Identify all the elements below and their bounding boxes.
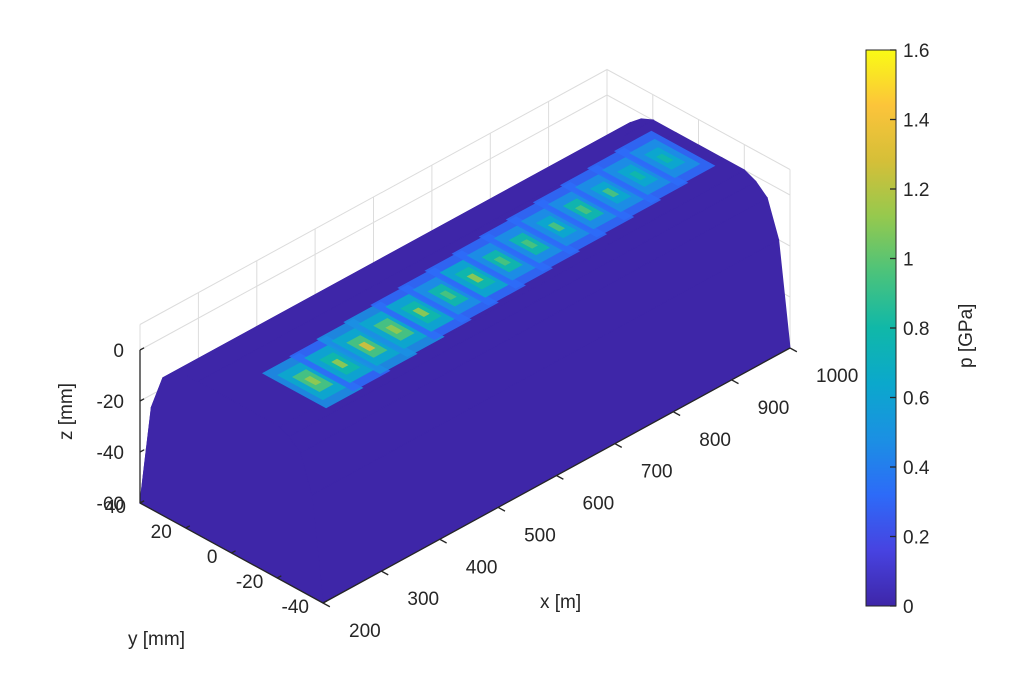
x-tick-mark [614, 443, 623, 448]
colorbar-tick-label: 0 [903, 597, 914, 618]
colorbar-tick-label: 1.6 [903, 41, 929, 62]
pressure-patch [466, 273, 484, 283]
z-tick-label: -40 [97, 443, 124, 464]
x-tick-label: 1000 [816, 366, 858, 387]
z-tick-mark [139, 449, 145, 453]
x-tick-label: 600 [583, 494, 615, 515]
pressure-patch [629, 170, 647, 181]
pressure-patch [331, 358, 349, 369]
colorbar-tick-label: 0.8 [903, 319, 929, 340]
pressure-patch [358, 341, 376, 352]
z-tick-label: 0 [113, 341, 124, 362]
pressure-patch [574, 205, 593, 215]
tick-labels: 2003004005006007008009001000-40-2002040-… [97, 341, 859, 642]
x-tick-mark [381, 570, 389, 576]
y-tick-label: 40 [105, 497, 126, 518]
colorbar-tick-label: 1.2 [903, 180, 929, 201]
x-tick-label: 900 [758, 398, 790, 419]
colorbar-label: p [GPa] [956, 304, 977, 368]
z-tick-mark [139, 347, 145, 351]
x-tick-mark [556, 474, 564, 480]
x-tick-label: 300 [407, 589, 439, 610]
y-tick-mark [276, 575, 282, 579]
pressure-patch [601, 187, 620, 198]
rail-surface [139, 118, 791, 604]
colorbar-tick-label: 1 [903, 250, 914, 271]
pressure-patches [262, 130, 716, 409]
x-tick-mark [439, 538, 447, 544]
y-tick-mark [322, 600, 328, 604]
x-tick-mark [731, 379, 739, 385]
colorbar-tick-label: 0.4 [903, 458, 930, 479]
pressure-patch [412, 307, 430, 317]
x-tick-mark [672, 411, 681, 417]
z-axis-label: z [mm] [56, 383, 77, 440]
x-tick-label: 500 [524, 525, 556, 546]
x-tick-mark [497, 506, 506, 512]
pressure-patch [439, 290, 457, 300]
pressure-patch [520, 239, 538, 249]
x-tick-mark [789, 347, 798, 353]
pressure-patch [385, 324, 403, 335]
z-tick-mark [139, 398, 145, 402]
z-tick-mark [139, 500, 145, 504]
pressure-patch [304, 375, 322, 386]
surface-front-edge [139, 373, 324, 604]
x-tick-mark [322, 602, 331, 608]
z-tick-label: -60 [97, 494, 124, 515]
y-tick-label: -40 [282, 597, 309, 618]
x-tick-label: 200 [349, 621, 381, 642]
pressure-patch [493, 256, 511, 266]
y-tick-mark [231, 550, 236, 554]
y-tick-label: 20 [151, 522, 172, 543]
x-axis-label: x [m] [540, 592, 581, 613]
x-tick-label: 700 [641, 462, 673, 483]
y-tick-mark [185, 525, 191, 529]
colorbar-tick-label: 0.2 [903, 528, 929, 549]
pressure-patch [547, 222, 566, 232]
x-tick-label: 400 [466, 557, 498, 578]
y-tick-label: -20 [236, 572, 263, 593]
pressure-patch [656, 153, 674, 164]
z-tick-label: -20 [97, 392, 124, 413]
colorbar-ticks: 0 0.2 0.4 0.6 0.8 1 1.2 1.4 1.6 [890, 41, 930, 618]
y-axis-label: y [mm] [128, 629, 185, 650]
x-tick-label: 800 [699, 430, 731, 451]
colorbar-tick-label: 1.4 [903, 111, 930, 132]
y-tick-label: 0 [207, 547, 218, 568]
colorbar-tick-label: 0.6 [903, 389, 929, 410]
